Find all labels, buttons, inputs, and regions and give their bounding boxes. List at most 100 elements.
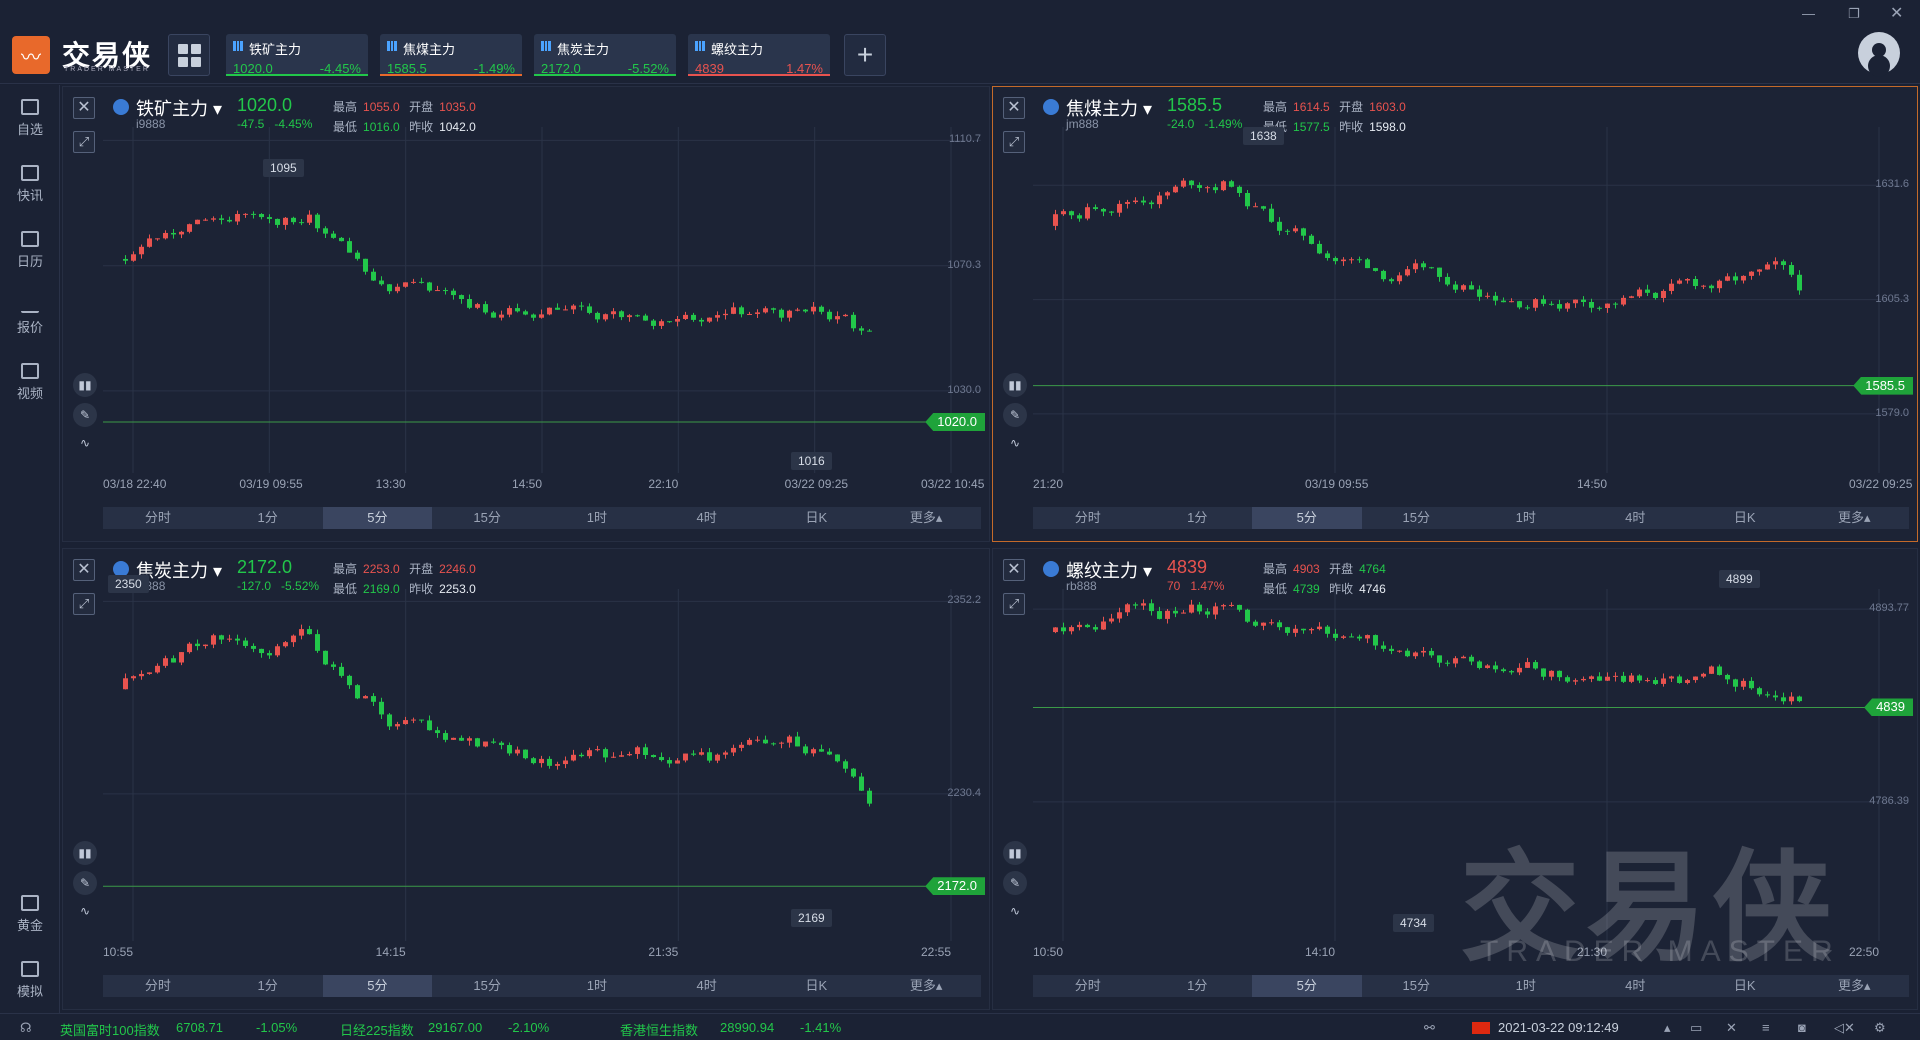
timeframe-tab[interactable]: 更多▴ [909,510,943,525]
sidebar-item-simulate[interactable]: 模拟 [0,961,60,1000]
timeframe-tab[interactable]: 1时 [1515,510,1536,525]
timeframe-tab[interactable]: 分时 [1074,978,1101,993]
candle-body [1077,624,1082,628]
timeframe-tab[interactable]: 分时 [1074,510,1101,525]
settings-icon[interactable]: ⚙ [1874,1020,1886,1035]
close-panel-icon[interactable]: ✕ [1003,97,1025,119]
timeframe-tab[interactable]: 5分 [322,507,433,529]
timeframe-tab[interactable]: 1时 [586,978,607,993]
close-panel-icon[interactable]: ✕ [73,97,95,119]
timeframe-tab[interactable]: 更多▴ [1837,978,1871,993]
candle-body [731,747,736,753]
indicator-icon[interactable]: ▮▮ [73,841,97,865]
sidebar-item-quotes[interactable]: 报价 [0,297,60,336]
candlestick-chart[interactable] [993,87,1918,542]
timeframe-tab[interactable]: 4时 [1625,510,1646,525]
timeframe-tab[interactable]: 1分 [257,978,278,993]
timeframe-tab[interactable]: 4时 [1625,978,1646,993]
tools-icon[interactable]: ✕ [1726,1020,1737,1035]
candle-body [1301,628,1306,631]
draw-pen-icon[interactable]: ✎ [73,403,97,427]
trend-icon[interactable]: ∿ [79,436,91,450]
timeframe-tab[interactable]: 5分 [1252,507,1362,529]
trend-icon[interactable]: ∿ [79,904,91,918]
candlestick-chart[interactable] [63,549,990,1010]
sidebar-item-news[interactable]: 快讯 [0,165,60,204]
index-name[interactable]: 香港恒生指数 [620,1023,699,1038]
index-name[interactable]: 英国富时100指数 [60,1023,160,1038]
timeframe-tab[interactable]: 5分 [322,975,433,997]
timeframe-tab[interactable]: 日K [1733,510,1756,525]
tab-jiaomei[interactable]: 焦煤主力 1585.5 -1.49% [380,34,522,76]
avatar[interactable] [1858,32,1900,74]
indicator-icon[interactable]: ▮▮ [1003,373,1027,397]
sidebar-item-video[interactable]: 视频 [0,363,60,402]
draw-pen-icon[interactable]: ✎ [1003,871,1027,895]
timeframe-tab[interactable]: 日K [805,510,828,525]
tab-jiaotan[interactable]: 焦炭主力 2172.0 -5.52% [534,34,676,76]
timeframe-tab[interactable]: 更多▴ [909,978,943,993]
add-tab-button[interactable]: + [844,34,886,76]
candle-body [651,755,656,758]
instrument-title[interactable]: 螺纹主力 ▾ [1066,561,1153,581]
timeframe-tab[interactable]: 日K [805,978,828,993]
timeframe-tab[interactable]: 15分 [1402,978,1430,993]
candlestick-chart[interactable] [993,549,1918,1010]
caret-up-icon[interactable]: ▴ [1664,1020,1671,1035]
layout-grid-button[interactable] [168,34,210,76]
timeframe-tab[interactable]: 日K [1733,978,1756,993]
timeframe-tab[interactable]: 1分 [1187,510,1208,525]
candle-body [1157,611,1162,619]
timeframe-tab[interactable]: 分时 [144,978,171,993]
timeframe-tab[interactable]: 更多▴ [1837,510,1871,525]
trend-icon[interactable]: ∿ [1009,904,1021,918]
camera-icon[interactable]: ◙ [1798,1020,1806,1035]
menu-icon[interactable]: ≡ [1762,1020,1770,1035]
mute-icon[interactable]: ◁✕ [1834,1020,1855,1035]
instrument-title[interactable]: 焦炭主力 ▾ [136,561,223,581]
timeframe-tab[interactable]: 1分 [257,510,278,525]
close-panel-icon[interactable]: ✕ [73,559,95,581]
sidebar-item-calendar[interactable]: 日历 [0,231,60,270]
draw-pen-icon[interactable]: ✎ [73,871,97,895]
timeframe-tab[interactable]: 15分 [473,510,501,525]
timeframe-tab[interactable]: 15分 [1402,510,1430,525]
chart-panel[interactable]: ✕ ⤢ 焦炭主力 ▾ j9888 2172.0 -127.0 -5.52% 最高 2253.… [62,548,990,1010]
timeframe-tab[interactable]: 分时 [144,510,171,525]
x-tick-label: 03/19 09:55 [1305,477,1369,491]
tab-tiekuang[interactable]: 铁矿主力 1020.0 -4.45% [226,34,368,76]
expand-icon[interactable]: ⤢ [1003,593,1025,615]
connection-icon[interactable]: ⚯ [1424,1020,1435,1035]
candlestick-chart[interactable] [63,87,990,542]
chart-panel[interactable]: ✕ ⤢ 焦煤主力 ▾ jm888 1585.5 -24.0 -1.49% 最高 1614.5… [992,86,1918,542]
minimize-icon[interactable]: — [1802,6,1815,21]
timeframe-tab[interactable]: 1时 [586,510,607,525]
sidebar-item-gold[interactable]: 黄金 [0,895,60,934]
close-window-icon[interactable]: ✕ [1890,5,1904,22]
timeframe-tab[interactable]: 5分 [1252,975,1362,997]
indicator-icon[interactable]: ▮▮ [1003,841,1027,865]
expand-icon[interactable]: ⤢ [1003,131,1025,153]
timeframe-tab[interactable]: 15分 [473,978,501,993]
timeframe-tab[interactable]: 1时 [1515,978,1536,993]
restore-icon[interactable]: ❐ [1848,6,1860,21]
trend-icon[interactable]: ∿ [1009,436,1021,450]
close-panel-icon[interactable]: ✕ [1003,559,1025,581]
sidebar-item-watchlist[interactable]: 自选 [0,99,60,138]
chart-panel[interactable]: ✕ ⤢ 铁矿主力 ▾ i9888 1020.0 -47.5 -4.45% 最高 1055.0… [62,86,990,542]
timeframe-tab[interactable]: 4时 [696,978,717,993]
instrument-title[interactable]: 铁矿主力 ▾ [136,99,223,119]
headset-icon[interactable]: ☊ [20,1020,32,1035]
expand-icon[interactable]: ⤢ [73,131,95,153]
expand-icon[interactable]: ⤢ [73,593,95,615]
indicator-icon[interactable]: ▮▮ [73,373,97,397]
index-name[interactable]: 日经225指数 [340,1023,414,1038]
candle-body [1165,192,1170,196]
timeframe-tab[interactable]: 4时 [696,510,717,525]
chart-panel[interactable]: ✕ ⤢ 螺纹主力 ▾ rb888 4839 70 1.47% 最高 4903 开盘 4764 … [992,548,1918,1010]
instrument-title[interactable]: 焦煤主力 ▾ [1066,99,1153,119]
timeframe-tab[interactable]: 1分 [1187,978,1208,993]
tab-luowen[interactable]: 螺纹主力 4839 1.47% [688,34,830,76]
draw-pen-icon[interactable]: ✎ [1003,403,1027,427]
screen-icon[interactable]: ▭ [1690,1020,1703,1035]
